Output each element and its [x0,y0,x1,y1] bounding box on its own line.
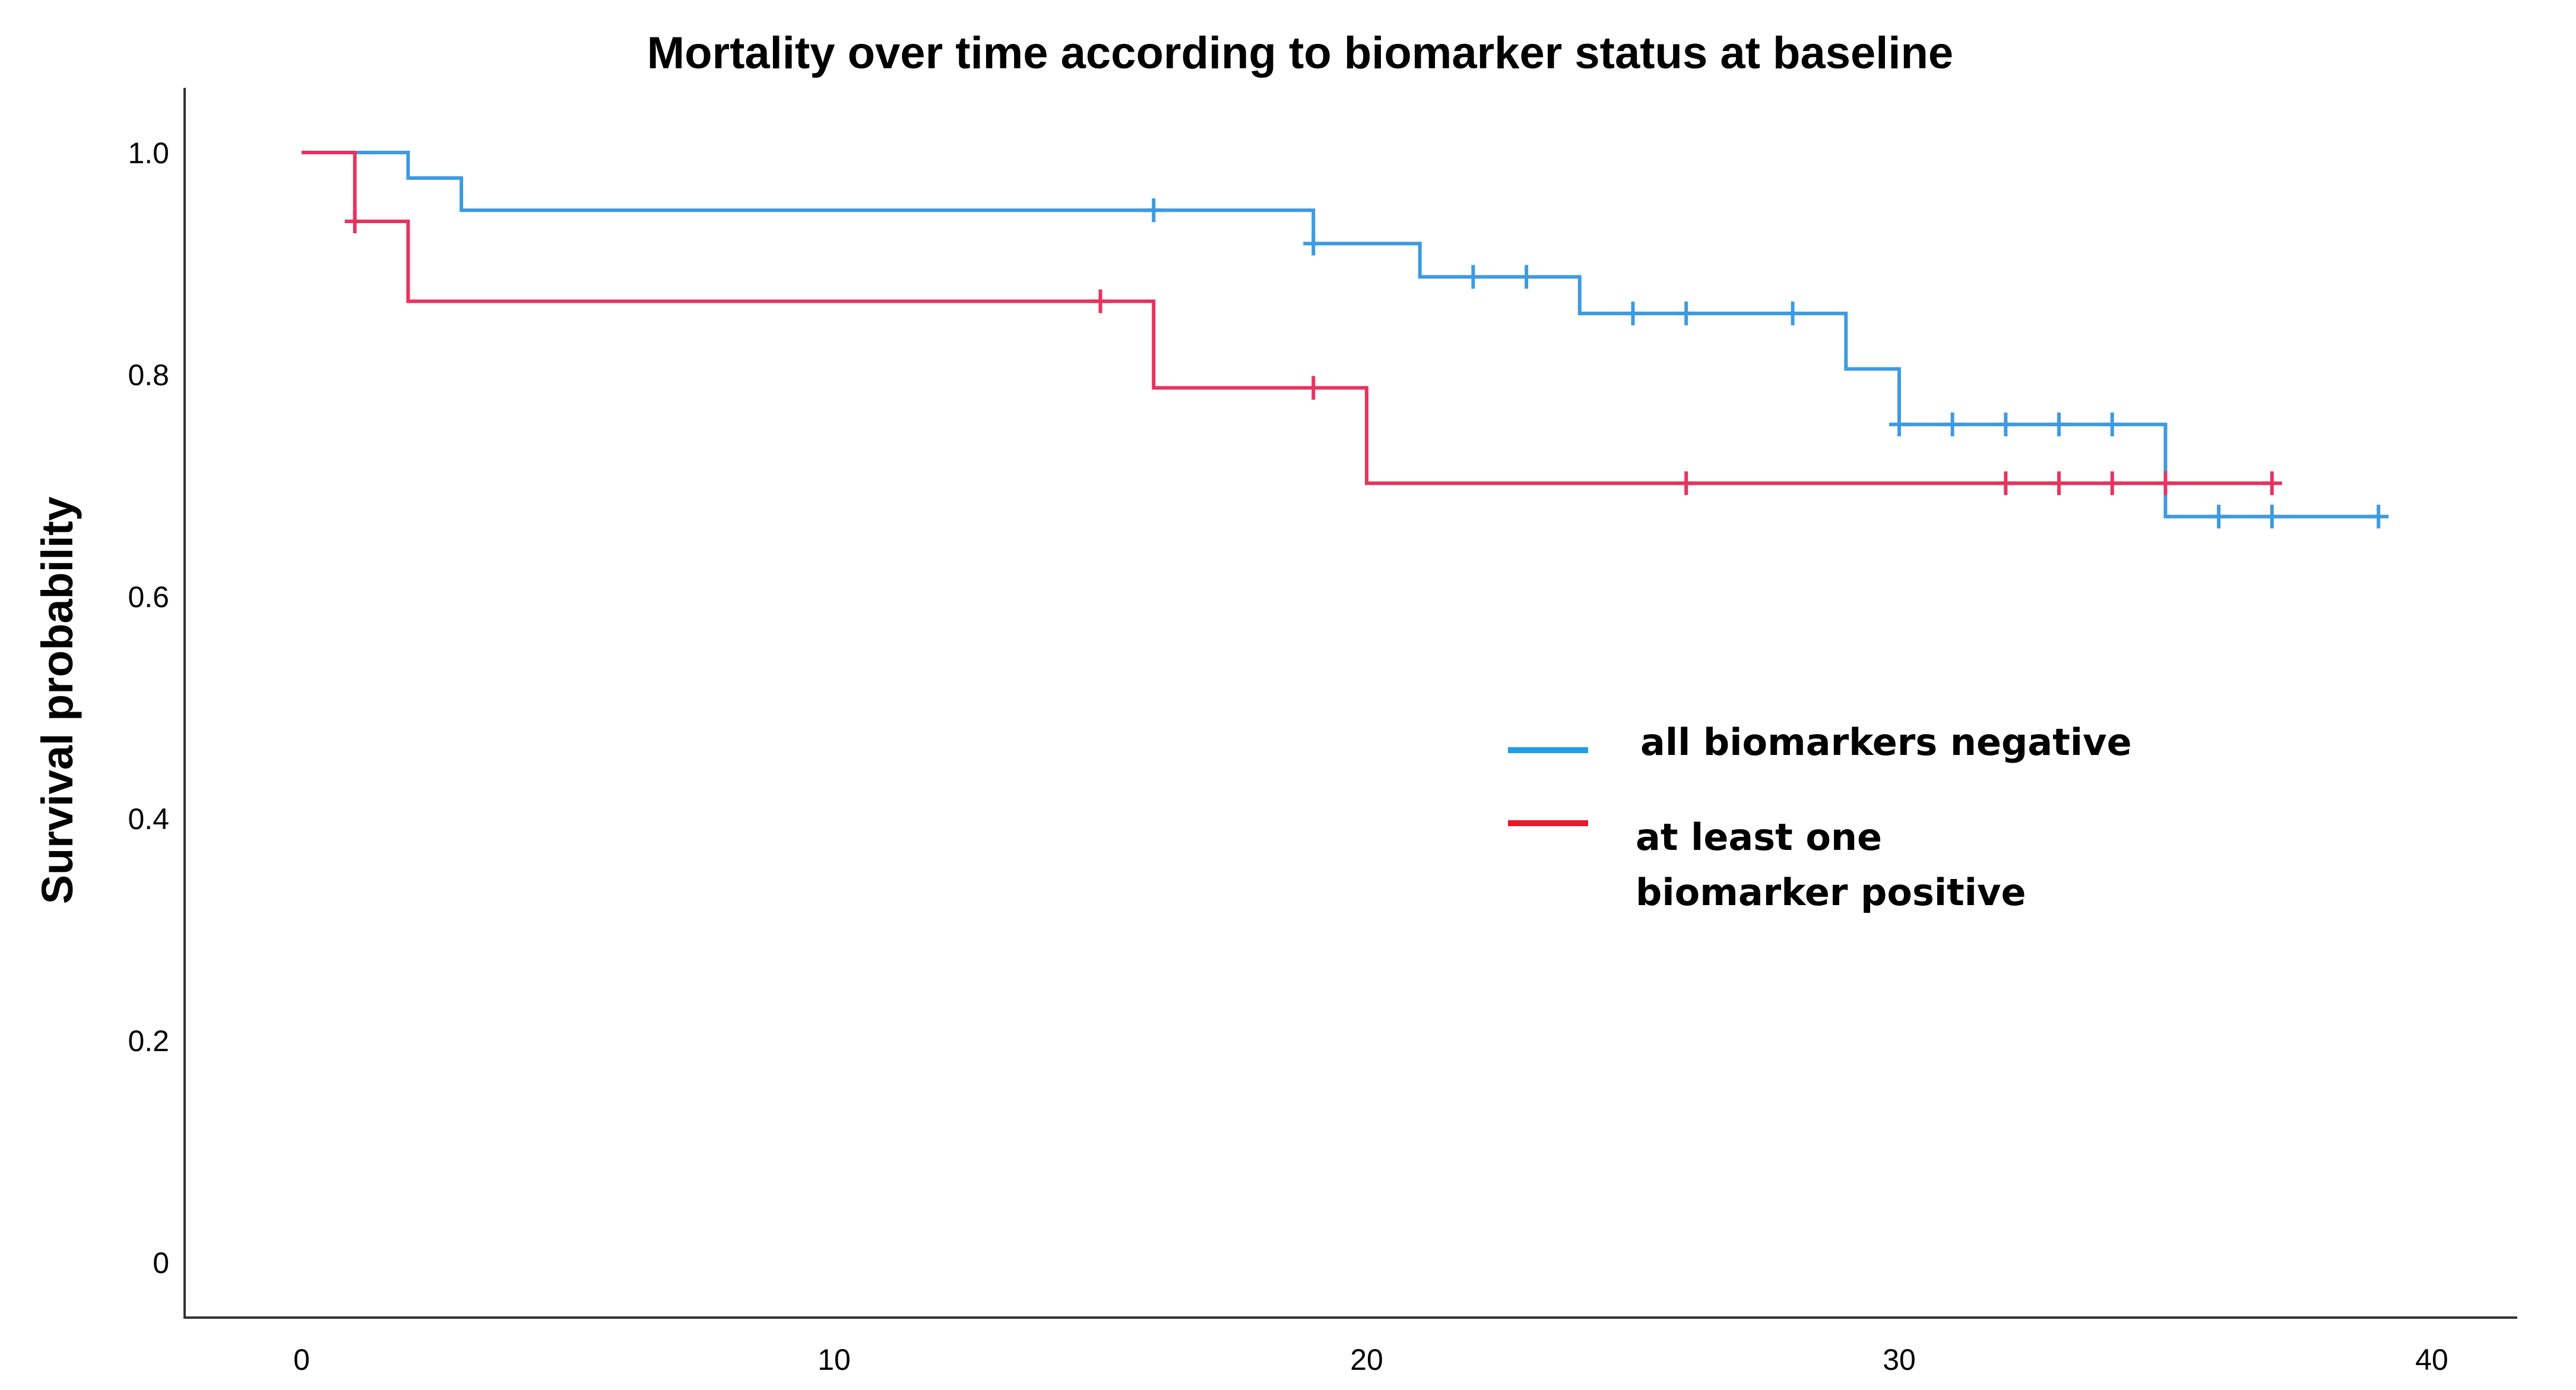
censor-mark [1143,198,1164,223]
censor-mark [2155,471,2176,496]
censor-mark [1942,412,1963,437]
y-tick-label: 0.4 [128,802,169,836]
x-tick-label: 0 [293,1343,310,1376]
legend-label-negative: all biomarkers negative [1640,721,2132,764]
censor-mark [2261,471,2282,496]
censor-mark [1516,265,1537,289]
censor-mark [1676,471,1697,496]
censor-mark [2209,504,2229,529]
censor-mark [2049,412,2070,437]
survival-curves [302,151,2389,529]
legend-label-positive-line2: biomarker positive [1636,871,2026,914]
y-tick-label: 0.8 [128,358,169,392]
censor-mark [1303,231,1324,256]
y-tick-label: 0.6 [128,580,169,614]
censor-mark [2261,504,2282,529]
y-tick-labels: 0 0.2 0.4 0.6 0.8 1.0 [128,137,169,1280]
y-tick-label: 0 [153,1246,169,1280]
censor-mark [1889,412,1909,437]
legend: all biomarkers negative at least one bioma… [1508,721,2132,914]
x-tick-label: 30 [1883,1343,1916,1376]
y-tick-label: 0.2 [128,1024,169,1058]
censor-mark [344,209,365,233]
censor-mark [1995,471,2016,496]
censor-mark [1303,376,1324,400]
censor-mark [1782,302,1803,326]
censor-mark [2049,471,2070,496]
x-tick-label: 10 [818,1343,851,1376]
y-axis-label: Survival probability [33,497,82,905]
x-tick-labels: 0 10 20 30 40 [293,1343,2448,1376]
censor-mark [1623,302,1643,326]
censor-mark [2102,412,2122,437]
chart-title: Mortality over time according to biomark… [647,28,1953,78]
survival-curve-series-1 [302,151,2272,485]
censor-mark [1090,289,1111,313]
censor-mark [2368,504,2389,529]
x-tick-label: 40 [2415,1343,2448,1376]
survival-curve-series-0 [302,151,2379,519]
y-tick-label: 1.0 [128,137,169,170]
censor-mark [1676,302,1697,326]
censor-mark [1995,412,2016,437]
censor-mark [2102,471,2122,496]
censor-mark [1463,265,1484,289]
x-tick-label: 20 [1350,1343,1383,1376]
legend-label-positive-line1: at least one [1636,815,1882,859]
